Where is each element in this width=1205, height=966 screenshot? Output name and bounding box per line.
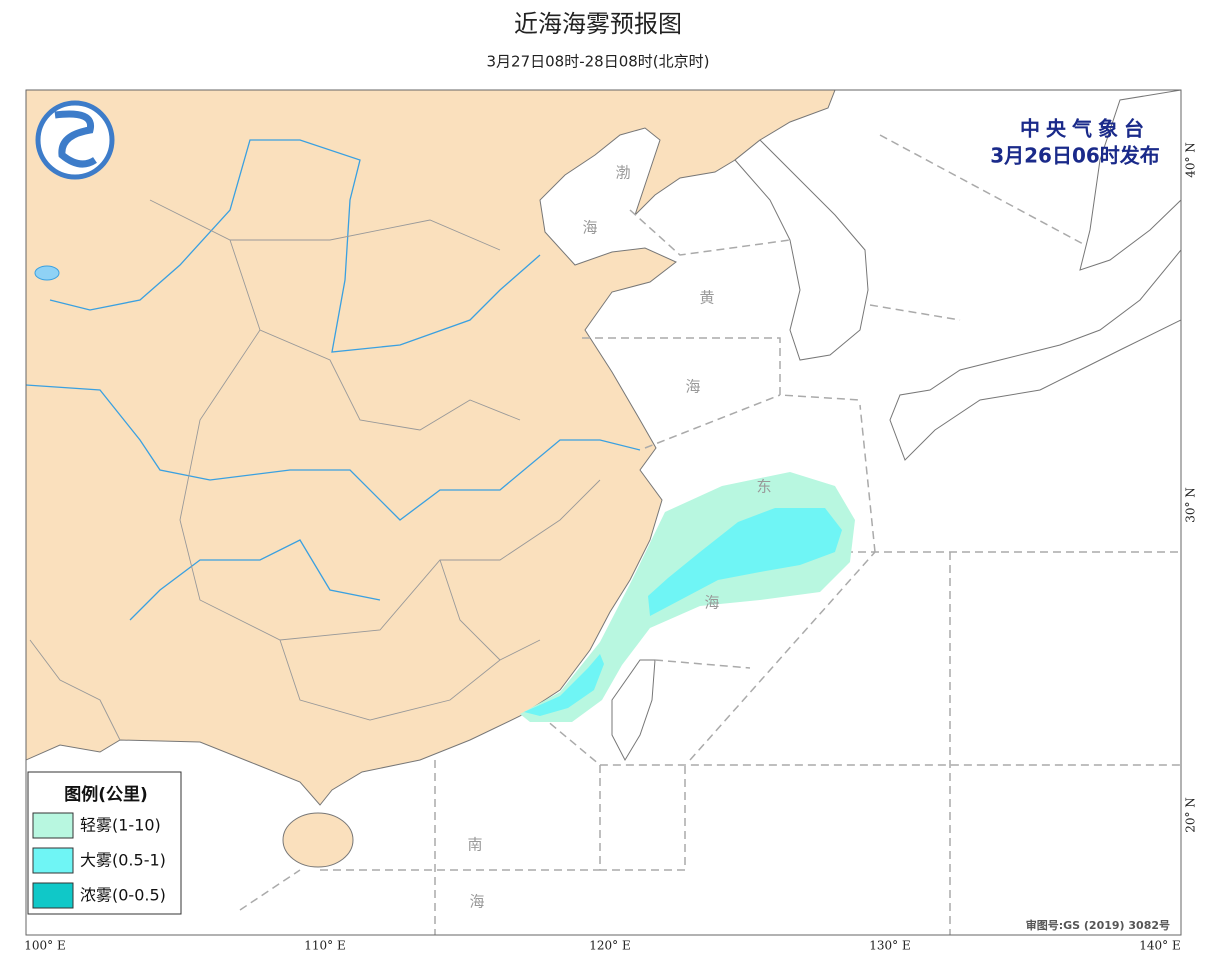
sea-label: 海 xyxy=(582,219,597,237)
longitude-label: 130° E xyxy=(869,939,910,953)
dense-fog-sea xyxy=(648,508,842,616)
sea-label: 黄 xyxy=(699,289,714,307)
axis-labels: 100° E 110° E 120° E 130° E 140° E 20° N 30° N… xyxy=(24,142,1197,952)
map-frame xyxy=(25,89,1182,936)
taiwan xyxy=(611,659,656,762)
latitude-label: 40° N xyxy=(1184,142,1198,178)
legend-swatch xyxy=(32,882,74,909)
legend-label: 轻雾(1-10) xyxy=(80,816,161,835)
china-land xyxy=(26,90,836,806)
longitude-label: 140° E xyxy=(1139,939,1180,953)
pearl-river xyxy=(129,539,381,621)
title: 近海海雾预报图 xyxy=(514,10,682,38)
japan xyxy=(889,249,1181,461)
korea xyxy=(734,139,869,361)
longitude-label: 100° E xyxy=(24,939,65,953)
logo xyxy=(35,100,115,180)
dense-fog-coast xyxy=(524,654,604,716)
sea-label: 海 xyxy=(704,594,719,612)
sea-label: 南 xyxy=(467,836,482,854)
legend-swatch xyxy=(32,812,74,839)
map-body xyxy=(26,90,1181,935)
legend-swatch xyxy=(32,847,74,874)
latitude-label: 30° N xyxy=(1184,487,1198,523)
legend-items: 轻雾(1-10) 大雾(0.5-1) 浓雾(0-0.5) xyxy=(32,812,166,909)
legend-label: 浓雾(0-0.5) xyxy=(80,886,166,905)
legend: 图例(公里) 轻雾(1-10) 大雾(0.5-1) 浓雾(0-0.5) xyxy=(27,771,182,915)
sea-boundaries xyxy=(239,134,1181,935)
yellow-river xyxy=(49,139,541,353)
sea-label: 海 xyxy=(469,893,484,911)
lake xyxy=(34,265,60,281)
yangtze-river xyxy=(26,384,641,521)
longitude-label: 120° E xyxy=(589,939,630,953)
subtitle: 3月27日08时-28日08时(北京时) xyxy=(486,53,709,71)
longitude-label: 110° E xyxy=(304,939,345,953)
latitude-label: 20° N xyxy=(1184,797,1198,833)
issuer-name: 中央气象台 xyxy=(1020,117,1150,141)
footer: 审图号:GS (2019) 3082号 xyxy=(1026,918,1170,932)
legend-label: 大雾(0.5-1) xyxy=(80,851,166,870)
hainan xyxy=(282,812,354,868)
japan-north xyxy=(1079,90,1181,271)
issuer-time: 3月26日06时发布 xyxy=(990,144,1160,168)
legend-title: 图例(公里) xyxy=(64,784,148,805)
sea-label: 东 xyxy=(756,478,771,496)
sea-label: 海 xyxy=(685,378,700,396)
sea-label: 渤 xyxy=(615,164,630,182)
provinces xyxy=(29,199,601,741)
